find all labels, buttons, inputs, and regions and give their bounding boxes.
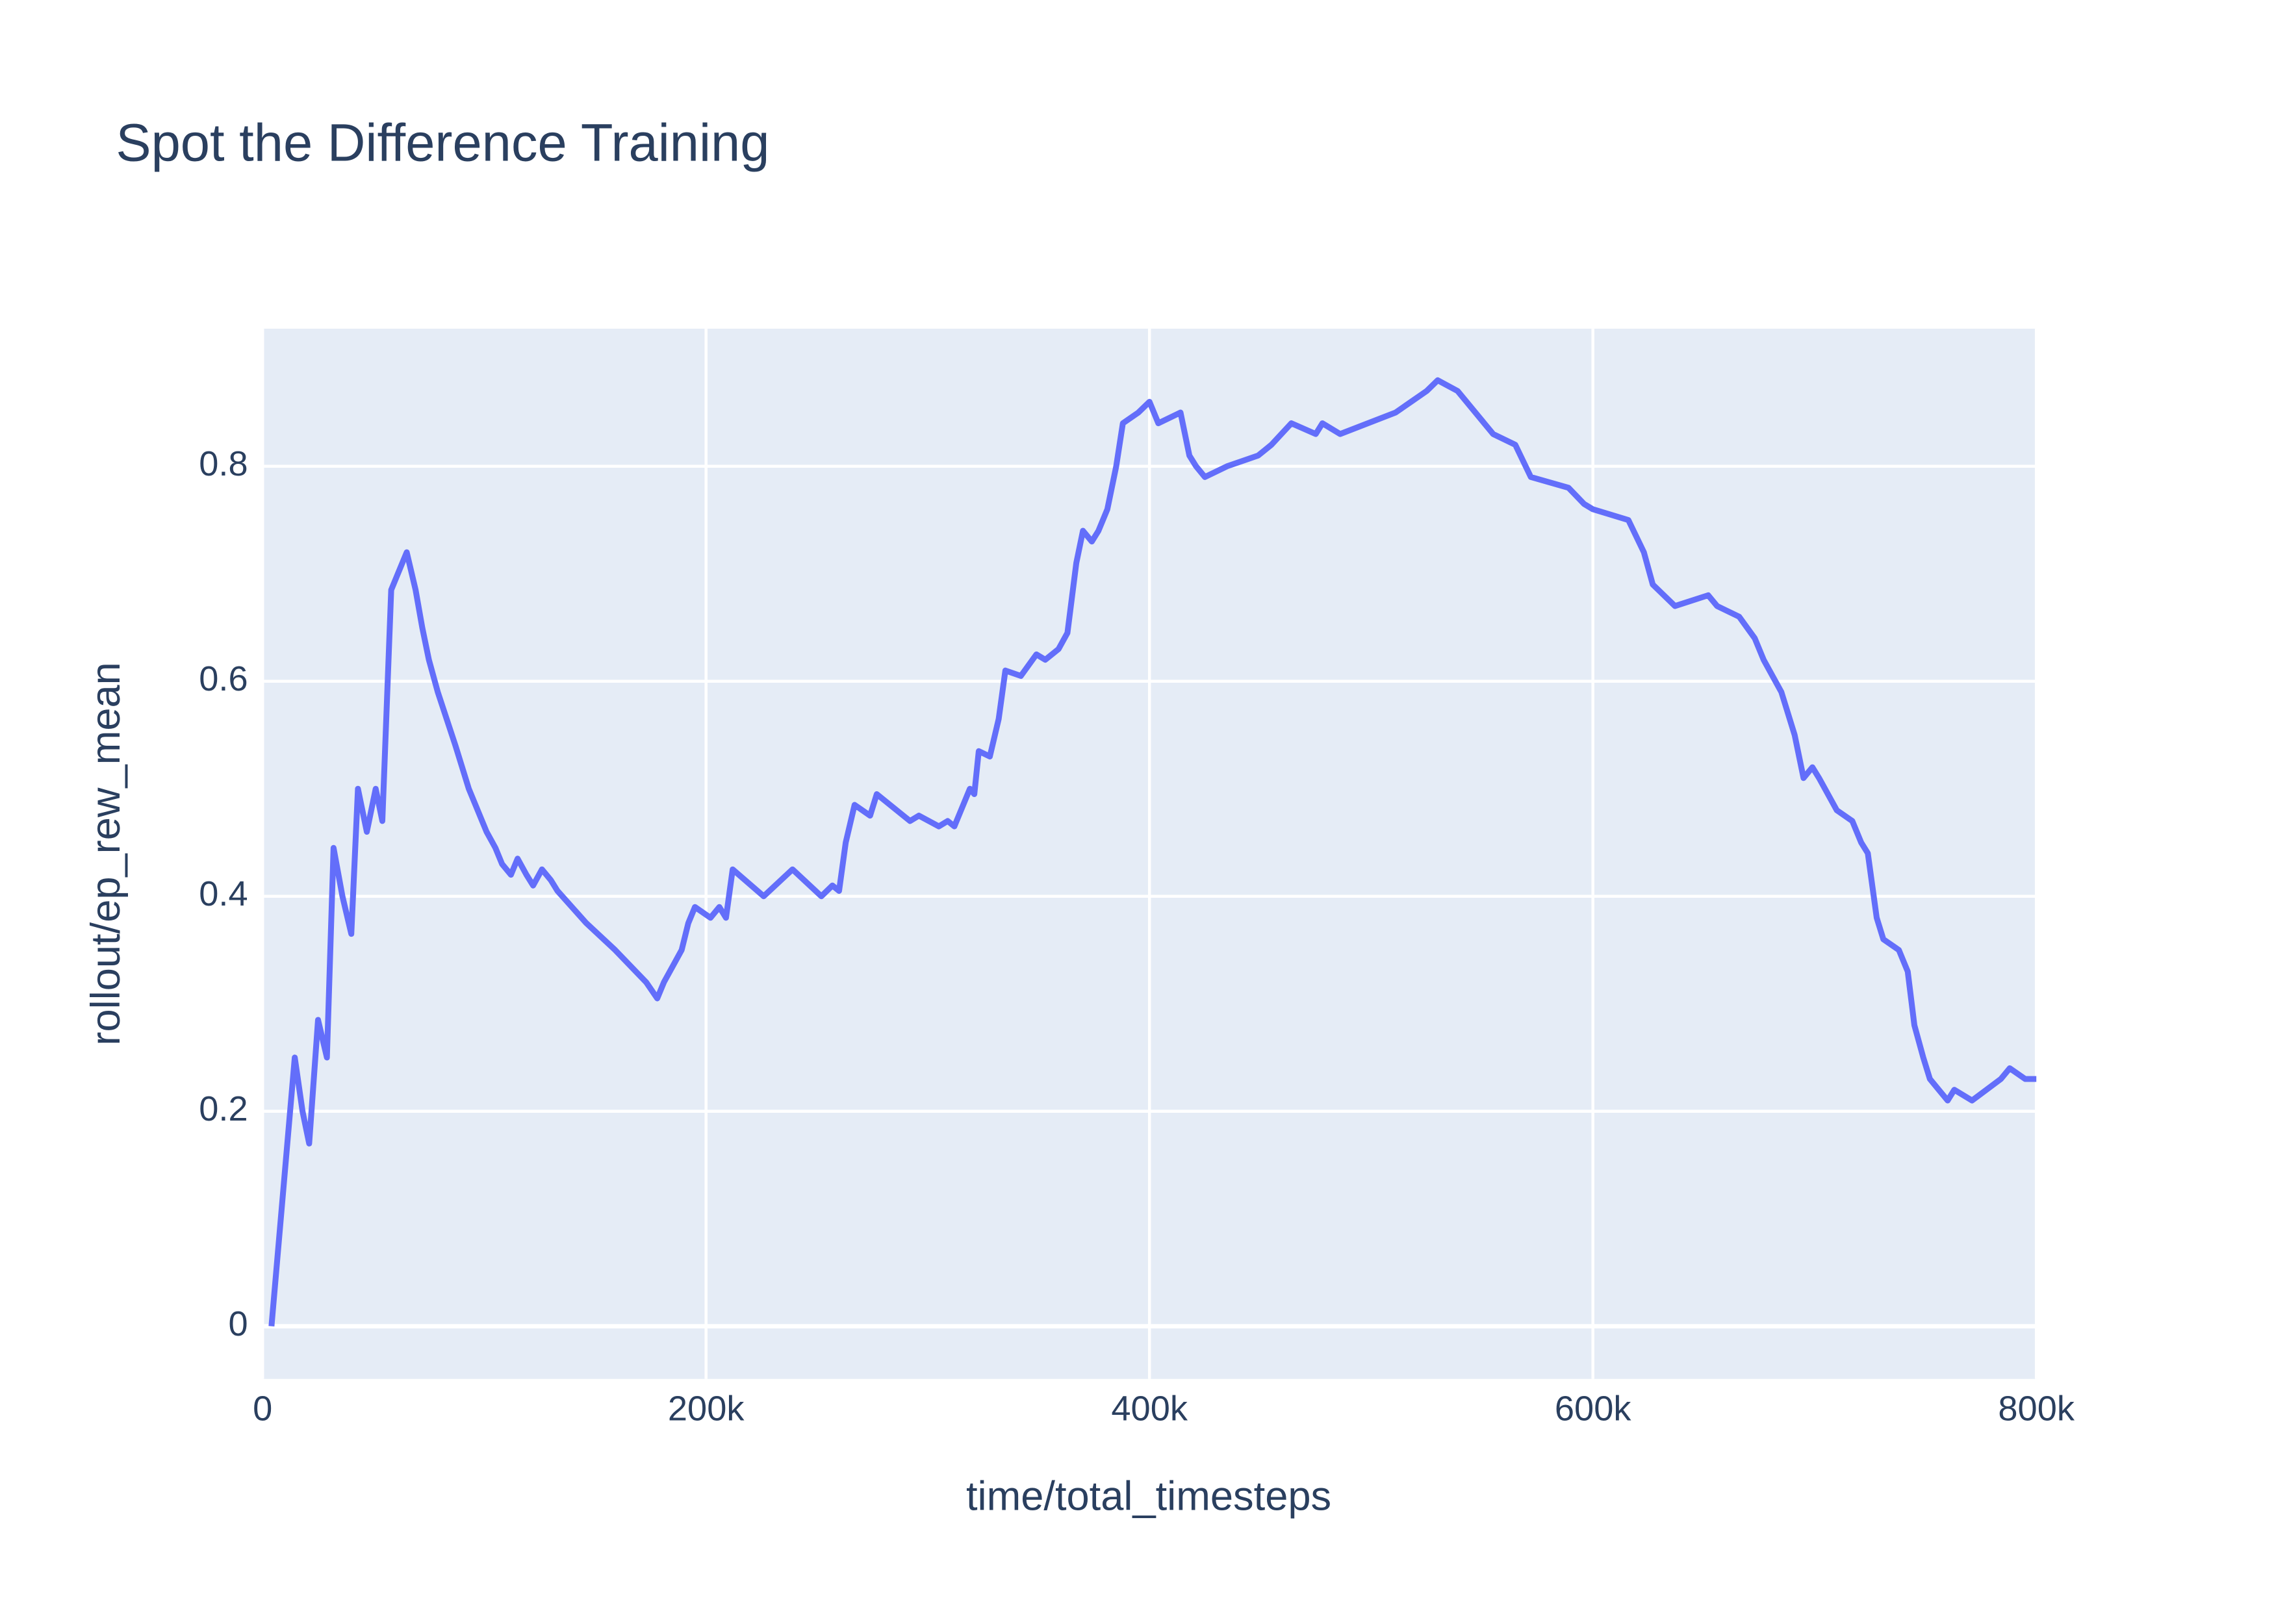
- y-tick-label: 0.8: [199, 444, 248, 483]
- x-tick-label: 0: [253, 1389, 272, 1428]
- grid: [261, 328, 2038, 1379]
- x-tick-label: 600k: [1555, 1389, 1631, 1428]
- data-line: [268, 377, 2037, 1327]
- x-tick-label: 400k: [1111, 1389, 1188, 1428]
- chart-title: Spot the Difference Training: [116, 113, 769, 172]
- y-axis-title: rollout/ep_rew_mean: [83, 662, 129, 1045]
- x-tick-label: 200k: [668, 1389, 745, 1428]
- x-tick-label: 800k: [1998, 1389, 2075, 1428]
- x-axis-title: time/total_timesteps: [966, 1474, 1331, 1519]
- marks: [268, 377, 2037, 1327]
- y-tick-label: 0: [228, 1304, 248, 1343]
- y-tick-label: 0.6: [199, 659, 248, 698]
- y-tick-label: 0.2: [199, 1089, 248, 1128]
- y-tick-label: 0.4: [199, 874, 248, 913]
